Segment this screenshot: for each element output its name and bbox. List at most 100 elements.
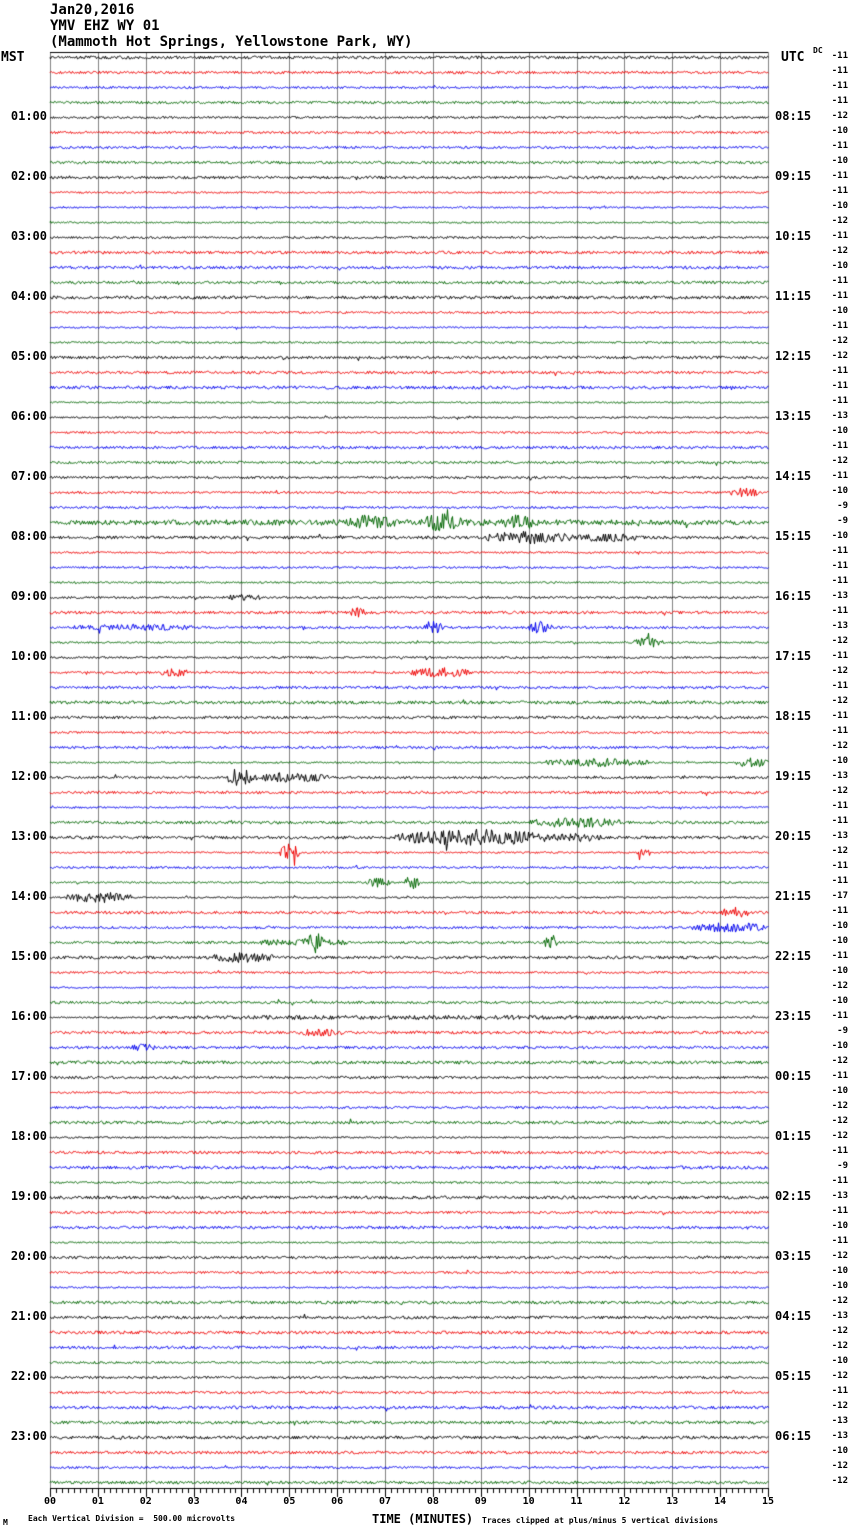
utc-time-label: 15:15 [775,529,812,543]
dc-offset-value: -12 [831,351,848,361]
mst-time-label: 09:00 [10,589,47,603]
dc-offset-value: -12 [831,1461,848,1471]
utc-time-label: 05:15 [775,1369,812,1383]
x-axis-tick-label: 06 [331,1496,344,1507]
mst-time-label: 11:00 [10,709,47,723]
station-label: YMV EHZ WY 01 [50,18,160,34]
dc-offset-value: -11 [831,66,848,76]
mst-column-header: MST [1,50,25,65]
dc-offset-value: -11 [831,141,848,151]
utc-time-label: 23:15 [775,1009,812,1023]
x-axis-tick-label: 15 [761,1496,775,1507]
dc-offset-value: -12 [831,246,848,256]
mst-time-label: 17:00 [10,1069,47,1083]
mst-time-label: 14:00 [10,889,47,903]
mst-time-label: 22:00 [10,1369,47,1383]
dc-offset-value: -12 [831,636,848,646]
utc-time-label: 08:15 [775,109,812,123]
dc-offset-value: -11 [831,681,848,691]
dc-offset-value: -11 [831,1176,848,1186]
mst-time-label: 21:00 [10,1309,47,1323]
dc-offset-value: -11 [831,546,848,556]
dc-offset-value: -11 [831,186,848,196]
mst-time-label: 18:00 [10,1129,47,1143]
dc-offset-value: -12 [831,981,848,991]
x-axis-tick-label: 14 [714,1496,727,1507]
corner-mark: M [3,1518,8,1527]
dc-offset-value: -9 [837,516,848,526]
dc-offset-value: -10 [831,1041,848,1051]
dc-offset-value: -11 [831,171,848,181]
dc-offset-value: -12 [831,1056,848,1066]
dc-offset-value: -11 [831,96,848,106]
dc-offset-value: -11 [831,231,848,241]
x-axis-tick-label: 07 [379,1496,392,1507]
utc-time-label: 17:15 [775,649,812,663]
dc-offset-value: -12 [831,1341,848,1351]
dc-offset-value: -11 [831,1236,848,1246]
x-axis-tick-label: 12 [618,1496,631,1507]
mst-time-label: 06:00 [10,409,47,423]
dc-offset-value: -12 [831,1116,848,1126]
dc-offset-value: -10 [831,126,848,136]
dc-offset-value: -10 [831,1356,848,1366]
dc-offset-value: -11 [831,441,848,451]
utc-time-label: 22:15 [775,949,812,963]
dc-offset-value: -11 [831,726,848,736]
dc-offset-value: -11 [831,1386,848,1396]
x-axis-tick-label: 03 [187,1496,200,1507]
mst-time-label: 15:00 [10,949,47,963]
dc-column-header: DC [813,46,823,55]
dc-offset-value: -12 [831,1371,848,1381]
x-axis-tick-label: 00 [43,1496,57,1507]
mst-time-label: 02:00 [10,169,47,183]
dc-offset-value: -13 [831,1311,848,1321]
dc-offset-value: -12 [831,336,848,346]
mst-time-label: 10:00 [10,649,47,663]
dc-offset-value: -11 [831,321,848,331]
location-label: (Mammoth Hot Springs, Yellowstone Park, … [50,34,413,50]
dc-offset-value: -13 [831,1191,848,1201]
mst-time-label: 13:00 [10,829,47,843]
utc-time-label: 00:15 [775,1069,812,1083]
dc-offset-value: -12 [831,216,848,226]
x-axis-tick-label: 13 [666,1496,679,1507]
mst-time-label: 04:00 [10,289,47,303]
mst-time-label: 19:00 [10,1189,47,1203]
mst-time-label: 23:00 [10,1429,47,1443]
dc-offset-value: -12 [831,1251,848,1261]
dc-offset-value: -13 [831,1416,848,1426]
x-axis-tick-label: 05 [283,1496,296,1507]
dc-offset-value: -12 [831,666,848,676]
mst-time-label: 08:00 [10,529,47,543]
dc-offset-value: -11 [831,801,848,811]
dc-offset-value: -12 [831,1476,848,1486]
dc-offset-value: -11 [831,876,848,886]
utc-time-label: 18:15 [775,709,812,723]
utc-time-label: 01:15 [775,1129,812,1143]
dc-offset-value: -11 [831,1146,848,1156]
x-axis-tick-label: 11 [570,1496,583,1507]
utc-time-label: 02:15 [775,1189,812,1203]
dc-offset-value: -13 [831,591,848,601]
x-axis-tick-label: 02 [139,1496,152,1507]
utc-time-label: 20:15 [775,829,812,843]
dc-offset-value: -12 [831,1326,848,1336]
date-label: Jan20,2016 [50,2,135,18]
utc-time-label: 12:15 [775,349,812,363]
mst-time-label: 20:00 [10,1249,47,1263]
dc-offset-value: -10 [831,486,848,496]
dc-offset-value: -10 [831,1446,848,1456]
utc-time-label: 16:15 [775,589,812,603]
dc-offset-value: -10 [831,426,848,436]
dc-offset-value: -12 [831,846,848,856]
utc-time-label: 21:15 [775,889,812,903]
dc-offset-value: -10 [831,921,848,931]
dc-offset-value: -10 [831,156,848,166]
dc-offset-value: -12 [831,696,848,706]
dc-offset-value: -10 [831,1086,848,1096]
dc-offset-value: -11 [831,576,848,586]
mst-time-label: 07:00 [10,469,47,483]
dc-offset-value: -10 [831,261,848,271]
